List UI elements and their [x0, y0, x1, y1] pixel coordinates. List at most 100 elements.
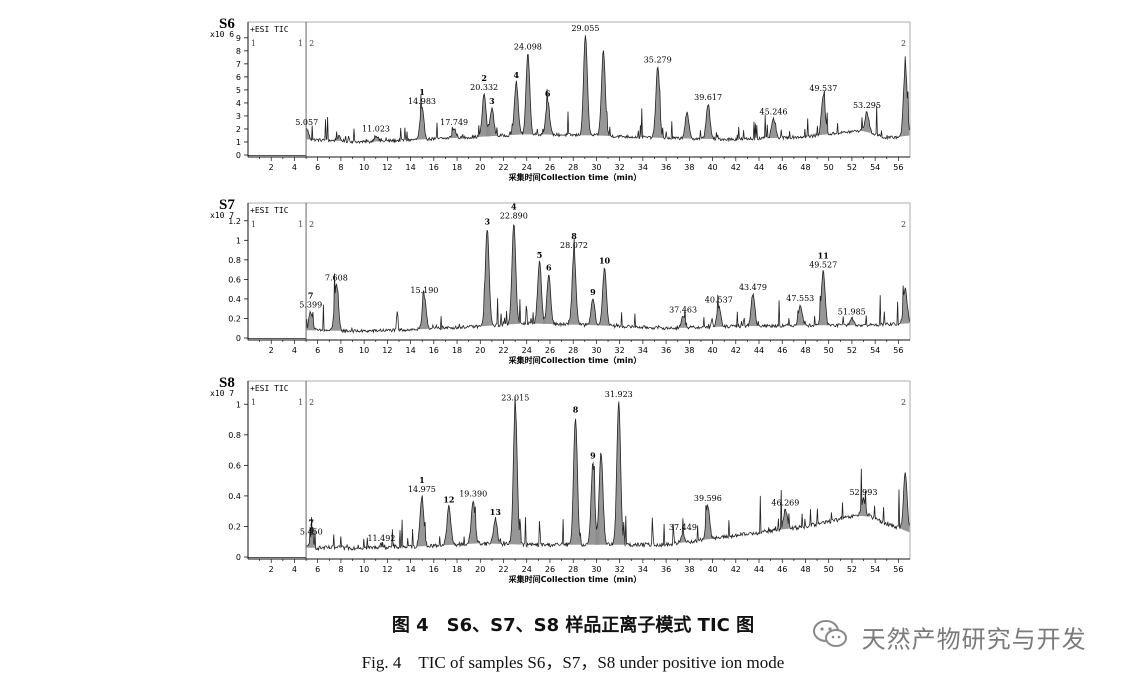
x-tick-label: 44	[754, 565, 764, 574]
x-tick-label: 30	[591, 346, 601, 355]
peak-fill	[899, 285, 910, 325]
x-tick-label: 32	[615, 346, 625, 355]
x-tick-label: 36	[661, 346, 671, 355]
segment-label: 1	[251, 39, 256, 48]
y-tick-label: 7	[236, 60, 241, 69]
x-tick-label: 22	[498, 346, 508, 355]
x-tick-label: 14	[406, 163, 416, 172]
sample-label: S7	[219, 197, 235, 213]
x-tick-label: 56	[893, 565, 903, 574]
peak-label: 23.015	[501, 393, 529, 402]
peak-fill	[522, 54, 534, 136]
peak-fill	[676, 518, 690, 545]
x-tick-label: 52	[847, 163, 857, 172]
segment-label: 1	[298, 398, 303, 407]
x-tick-label: 50	[824, 346, 834, 355]
peak-label: 17.749	[440, 118, 468, 127]
segment-label: 2	[309, 39, 314, 48]
y-tick-label: 0.8	[228, 431, 241, 440]
peak-number: 7	[308, 291, 314, 301]
x-tick-label: 10	[359, 565, 369, 574]
scale-label: x10 6	[210, 30, 234, 39]
x-tick-label: 2	[269, 163, 274, 172]
peak-fill	[569, 418, 582, 546]
x-tick-label: 2	[269, 346, 274, 355]
x-tick-label: 12	[382, 565, 392, 574]
segment-label: 2	[901, 39, 906, 48]
y-tick-label: 0	[236, 334, 241, 343]
y-tick-label: 0.6	[228, 461, 241, 470]
x-tick-label: 46	[777, 565, 787, 574]
figure-caption-chinese: 图 4 S6、S7、S8 样品正离子模式 TIC 图	[391, 615, 755, 636]
peak-number: 13	[490, 507, 502, 517]
y-tick-label: 0	[236, 553, 241, 562]
watermark-text: 天然产物研究与开发	[861, 625, 1087, 654]
x-tick-label: 18	[452, 346, 462, 355]
peak-number: 6	[545, 88, 551, 98]
x-tick-label: 38	[684, 163, 694, 172]
peak-fill	[579, 35, 592, 136]
y-tick-label: 0.4	[228, 492, 241, 501]
x-tick-label: 34	[638, 565, 648, 574]
peak-label: 5.450	[300, 528, 323, 537]
peak-number: 12	[443, 495, 454, 505]
peak-label: 14.975	[408, 485, 436, 494]
x-tick-label: 42	[731, 346, 741, 355]
peak-fill	[306, 125, 313, 141]
x-tick-label: 24	[522, 346, 532, 355]
peak-label: 29.055	[571, 24, 599, 33]
x-tick-label: 44	[754, 346, 764, 355]
segment-label: 2	[901, 220, 906, 229]
plot-frame	[247, 202, 911, 341]
peak-label: 45.246	[759, 108, 787, 117]
tic-trace	[306, 224, 910, 334]
peak-label: 7.608	[325, 273, 348, 282]
x-tick-label: 42	[731, 163, 741, 172]
x-tick-label: 54	[870, 565, 880, 574]
peak-label: 24.098	[514, 42, 542, 51]
y-tick-label: 9	[236, 34, 241, 43]
segment-label: 1	[298, 220, 303, 229]
x-tick-label: 48	[800, 163, 810, 172]
x-axis-label: 采集时间Collection time（min）	[508, 355, 642, 365]
peak-label: 11.023	[362, 124, 390, 133]
peak-fill	[306, 311, 317, 331]
segment-label: 2	[309, 220, 314, 229]
x-tick-label: 28	[568, 565, 578, 574]
x-tick-label: 54	[870, 163, 880, 172]
segment-label: 2	[901, 398, 906, 407]
peak-fill	[418, 290, 431, 330]
x-tick-label: 50	[824, 163, 834, 172]
peak-number: 3	[484, 217, 490, 227]
peak-label: 5.057	[295, 118, 318, 127]
x-tick-label: 26	[545, 346, 555, 355]
peak-fill	[712, 294, 725, 327]
peak-fill	[680, 111, 694, 140]
peak-label: 15.190	[410, 286, 438, 295]
x-tick-label: 52	[847, 346, 857, 355]
x-tick-label: 28	[568, 346, 578, 355]
peak-label: 49.537	[809, 84, 837, 93]
y-tick-label: 1	[236, 236, 241, 245]
wechat-icon	[812, 619, 848, 655]
x-tick-label: 46	[777, 163, 787, 172]
x-tick-label: 50	[824, 565, 834, 574]
x-tick-label: 14	[406, 346, 416, 355]
peak-label: 14.983	[408, 97, 436, 106]
x-tick-label: 54	[870, 346, 880, 355]
x-axis-label: 采集时间Collection time（min）	[508, 172, 642, 182]
x-tick-label: 30	[591, 163, 601, 172]
x-tick-label: 40	[707, 346, 717, 355]
peak-number: 6	[546, 263, 552, 273]
x-tick-label: 20	[475, 163, 485, 172]
x-tick-label: 16	[429, 346, 439, 355]
peak-fill	[860, 111, 874, 134]
y-tick-label: 0.8	[228, 256, 241, 265]
y-tick-label: 1	[236, 138, 241, 147]
peak-label: 31.923	[605, 390, 633, 399]
peak-fill	[533, 260, 546, 324]
x-tick-label: 10	[359, 346, 369, 355]
x-tick-label: 40	[707, 565, 717, 574]
